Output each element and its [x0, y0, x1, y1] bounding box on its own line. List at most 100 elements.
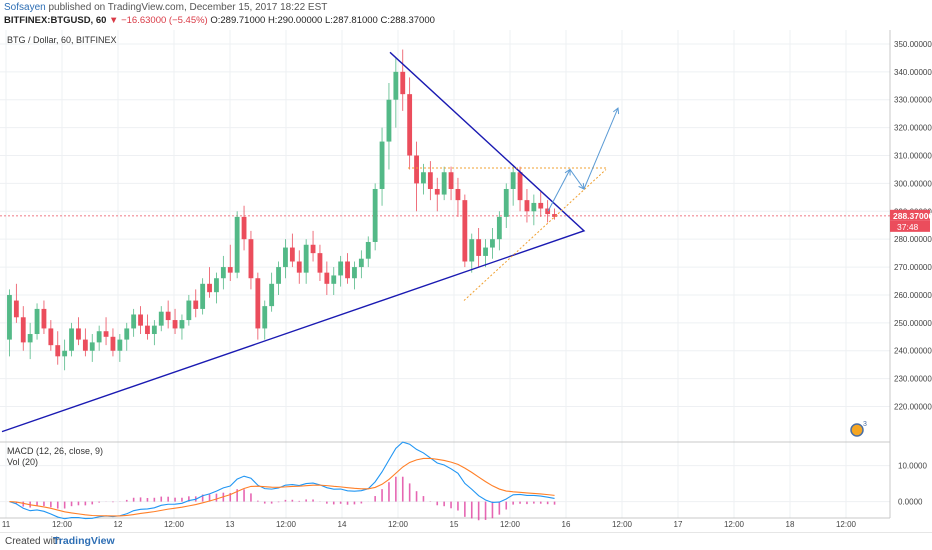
last-price-label: 288.37000 37:48 — [890, 209, 932, 232]
candle-body — [76, 328, 81, 340]
time-tick-label: 12 — [114, 520, 123, 529]
candle-body — [165, 311, 171, 321]
footer: Created with TradingView — [0, 532, 932, 550]
candle-body — [552, 214, 557, 217]
close-value: C:288.37000 — [380, 15, 435, 26]
candle-body — [462, 200, 468, 262]
candle-body — [469, 239, 475, 262]
candle-body — [214, 278, 219, 293]
candle-body — [524, 200, 530, 212]
candle-body — [131, 314, 137, 329]
tradingview-logo[interactable]: TradingView — [53, 535, 115, 547]
dotted-support-line[interactable] — [463, 169, 607, 301]
candle-body — [69, 328, 74, 351]
candle-body — [289, 247, 295, 262]
countdown-badge — [890, 220, 930, 232]
candle-body — [310, 244, 316, 254]
candle-body — [303, 244, 309, 273]
plot-background — [0, 30, 890, 518]
volume-label: Vol (20) — [7, 457, 38, 467]
price-tick-label: 260.00000 — [894, 291, 932, 300]
time-axis: 11 12:00 12 12:00 13 12:00 14 12:00 15 12:00 16 12:… — [2, 520, 857, 529]
candle-body — [421, 172, 426, 184]
price-tick-label: 220.00000 — [894, 403, 932, 412]
candle-body — [386, 99, 392, 142]
chart-title: BTG / Dollar, 60, BITFINEX — [7, 35, 117, 45]
candle-body — [358, 258, 364, 268]
price-tick-label: 270.00000 — [894, 263, 932, 272]
time-tick-label: 12:00 — [724, 520, 745, 529]
author-link[interactable]: Sofsayen — [4, 2, 46, 13]
price-tick-label: 330.00000 — [894, 96, 932, 105]
signal-line — [9, 457, 555, 517]
candle-body — [241, 216, 247, 240]
projection-path[interactable] — [547, 107, 619, 212]
high-value: H:290.00000 — [267, 15, 323, 26]
candle-body — [110, 336, 116, 351]
candle-body — [283, 247, 288, 268]
candle-body — [124, 328, 130, 340]
trendline-drawings — [1, 51, 620, 433]
candle-body — [200, 283, 206, 309]
candle-body — [145, 325, 150, 335]
change-value: ▼ −16.63000 (−5.45%) — [109, 15, 208, 26]
candle-body — [276, 267, 281, 284]
candle-body — [503, 188, 509, 217]
ohlc-line: BITFINEX:BTGUSD, 60 ▼ −16.63000 (−5.45%)… — [4, 15, 435, 26]
candle-body — [517, 172, 523, 201]
candle-body — [193, 300, 199, 309]
candle-body — [400, 71, 406, 95]
candle-body — [62, 350, 68, 357]
price-tick-label: 320.00000 — [894, 124, 932, 133]
candle-body — [151, 325, 157, 335]
time-tick-label: 12:00 — [164, 520, 185, 529]
macd-axis: 10.0000 0.0000 — [898, 462, 927, 507]
time-tick-label: 12:00 — [612, 520, 633, 529]
symmetrical-triangle[interactable] — [1, 51, 586, 433]
time-tick-label: 15 — [450, 520, 459, 529]
candle-body — [441, 172, 447, 195]
candle-body — [296, 261, 302, 273]
macd-pane[interactable]: MACD (12, 26, close, 9) Vol (20) 10.0000… — [7, 441, 927, 521]
dividend-marker[interactable]: 3 — [850, 421, 867, 437]
time-tick-label: 12:00 — [276, 520, 297, 529]
event-marker-count: 3 — [863, 421, 867, 428]
candle-body — [227, 267, 233, 273]
macd-label: MACD (12, 26, close, 9) — [7, 446, 103, 456]
candle-body — [434, 188, 440, 195]
candle-body — [407, 94, 413, 156]
candlestick-series — [7, 49, 557, 371]
projection-arrow-icon — [612, 107, 620, 115]
candle-body — [27, 334, 33, 343]
candle-body — [7, 294, 12, 340]
candle-body — [483, 247, 488, 256]
last-price-value: 288.37000 — [893, 211, 932, 221]
candle-body — [89, 342, 95, 351]
candle-body — [41, 308, 47, 329]
event-marker-icon[interactable] — [850, 423, 864, 437]
chart-header: Sofsayen published on TradingView.com, D… — [0, 0, 932, 30]
candle-body — [455, 188, 461, 201]
candle-body — [103, 331, 109, 337]
candle-body — [117, 339, 123, 351]
candle-body — [365, 241, 371, 259]
chart-area[interactable]: BTG / Dollar, 60, BITFINEX 350.00000 340.… — [0, 30, 932, 532]
time-tick-label: 12:00 — [388, 520, 409, 529]
time-tick-label: 18 — [786, 520, 795, 529]
candle-body — [496, 216, 502, 240]
projection-arrow-icon — [564, 168, 571, 176]
candle-body — [158, 311, 164, 326]
price-tick-label: 250.00000 — [894, 319, 932, 328]
candle-body — [82, 339, 88, 351]
candle-body — [55, 345, 61, 357]
candle-body — [186, 300, 192, 321]
time-tick-label: 16 — [562, 520, 571, 529]
candle-body — [220, 267, 226, 279]
symbol-label: BITFINEX:BTGUSD, 60 — [4, 15, 107, 26]
candle-body — [379, 141, 385, 189]
price-tick-label: 350.00000 — [894, 40, 932, 49]
price-tick-label: 230.00000 — [894, 375, 932, 384]
candle-body — [234, 216, 240, 273]
open-value: O:289.71000 — [210, 15, 266, 26]
candle-body — [255, 278, 261, 329]
